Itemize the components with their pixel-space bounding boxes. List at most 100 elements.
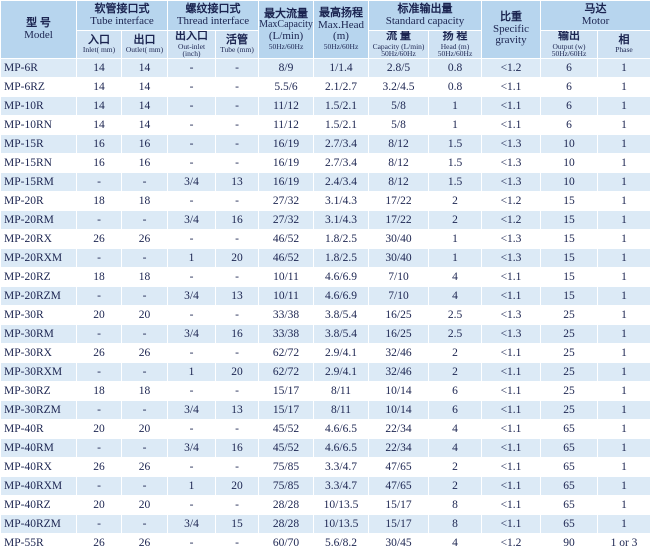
text: 50Hz/60Hz [323, 42, 359, 52]
model-cell: MP-40RZM [0, 514, 77, 535]
table-cell: 10 [540, 172, 598, 193]
table-cell: 17/22 [368, 210, 429, 231]
out-inlet-header: 出入口 Out-inlet (inch) [167, 29, 216, 60]
table-cell: 18 [76, 191, 122, 212]
text: Phase [615, 45, 633, 55]
table-cell: 26 [121, 457, 168, 478]
table-row: MP-6RZ 14 14- -5.5/6 2.1/2.7 3.2/4.5 0.8 <1.1 6 1 [0, 77, 650, 98]
table-cell: 1.5/2.1 [313, 115, 369, 136]
table-cell: 16/19 [258, 172, 314, 193]
table-cell: 16 [121, 134, 168, 155]
table-header: 型 号 Model 软管接口式 Tube interface 螺纹接口式 Thread… [0, 0, 650, 60]
table-cell: 2 [428, 191, 482, 212]
table-cell: 4.6/6.5 [313, 438, 369, 459]
table-cell: <1.1 [481, 115, 541, 136]
motor-header: 马达 Motor [540, 0, 650, 31]
table-cell: <1.3 [481, 324, 541, 345]
table-row: MP-40RX 26 26- -75/85 3.3/4.7 47/65 2 <1.1 65 1 [0, 457, 650, 478]
table-cell: - [215, 381, 259, 402]
table-cell: 1 [428, 115, 482, 136]
table-cell: 2.9/4.1 [313, 343, 369, 364]
table-cell: - [121, 400, 168, 421]
table-cell: 8/11 [313, 400, 369, 421]
table-cell: 18 [121, 381, 168, 402]
table-cell: - [215, 134, 259, 155]
table-cell: 3/4 [167, 210, 216, 231]
table-cell: 28/28 [258, 495, 314, 516]
table-cell: - [121, 362, 168, 383]
table-cell: - [76, 438, 122, 459]
table-cell: 16 [121, 153, 168, 174]
model-cell: MP-15RM [0, 172, 77, 193]
table-cell: - [215, 191, 259, 212]
table-cell: - [76, 324, 122, 345]
table-row: MP-40RZ 20 20- -28/28 10/13.5 15/17 8 <1.1 65 1 [0, 495, 650, 516]
table-cell: 8 [428, 514, 482, 535]
text: 相 [618, 33, 630, 46]
table-cell: 2.9/4.1 [313, 362, 369, 383]
table-cell: <1.1 [481, 457, 541, 478]
table-cell: 4.6/6.9 [313, 286, 369, 307]
table-row: MP-20RX 26 26- -46/52 1.8/2.5 30/40 1 <1.3 15 1 [0, 229, 650, 250]
table-cell: 75/85 [258, 476, 314, 497]
model-cell: MP-20RXM [0, 248, 77, 269]
table-cell: 3/4 [167, 172, 216, 193]
table-cell: - [215, 457, 259, 478]
table-cell: 32/46 [368, 343, 429, 364]
table-cell: 1 [597, 134, 650, 155]
table-cell: 62/72 [258, 343, 314, 364]
table-cell: 22/34 [368, 438, 429, 459]
table-cell: 3.2/4.5 [368, 77, 429, 98]
table-row: MP-15RN 16 16- -16/19 2.7/3.4 8/12 1.5 <1.3 10 1 [0, 153, 650, 174]
model-cell: MP-10RN [0, 115, 77, 136]
table-cell: 1 [597, 153, 650, 174]
table-cell: 17/22 [368, 191, 429, 212]
table-cell: 16 [215, 324, 259, 345]
table-cell: - [215, 533, 259, 554]
text: 软管接口式 [94, 2, 150, 15]
table-row: MP-20R 18 18- -27/32 3.1/4.3 17/22 2 <1.2 15 1 [0, 191, 650, 212]
table-cell: 6 [540, 96, 598, 117]
model-cell: MP-20R [0, 191, 77, 212]
table-cell: <1.1 [481, 476, 541, 497]
table-cell: 4.6/6.5 [313, 419, 369, 440]
text: (L/min) [268, 29, 304, 42]
table-cell: 18 [121, 191, 168, 212]
table-cell: - [76, 210, 122, 231]
table-cell: - [215, 77, 259, 98]
table-cell: 1 [597, 248, 650, 269]
table-cell: - [76, 248, 122, 269]
table-cell: - [167, 134, 216, 155]
table-cell: 3/4 [167, 514, 216, 535]
table-cell: 20 [215, 362, 259, 383]
table-cell: - [121, 476, 168, 497]
table-cell: 14 [121, 96, 168, 117]
table-cell: 16/25 [368, 305, 429, 326]
table-cell: 0.8 [428, 77, 482, 98]
table-cell: 65 [540, 514, 598, 535]
text: gravity [495, 34, 527, 47]
table-cell: <1.2 [481, 533, 541, 554]
table-cell: - [167, 533, 216, 554]
table-cell: 2 [428, 457, 482, 478]
table-cell: 15 [540, 229, 598, 250]
head-header: 扬 程 Head (m) 50Hz/60Hz [428, 29, 482, 60]
table-cell: 8 [428, 495, 482, 516]
table-cell: 1 [597, 58, 650, 79]
output-header: 输出 Output (w) 50Hz/60Hz [540, 29, 598, 60]
text: Head (m) [440, 41, 470, 51]
table-cell: - [215, 305, 259, 326]
thread-header: 螺纹接口式 Thread interface [167, 0, 259, 31]
text: 马达 [584, 2, 607, 15]
table-cell: 30/40 [368, 248, 429, 269]
table-row: MP-20RZM - -3/4 13 10/11 4.6/6.9 7/10 4 <1.1 15 1 [0, 286, 650, 307]
model-cell: MP-20RZ [0, 267, 77, 288]
table-cell: 8/12 [368, 172, 429, 193]
text: 流 量 [386, 30, 411, 42]
text: 扬 程 [442, 30, 468, 42]
table-cell: 1 [597, 457, 650, 478]
table-cell: 4 [428, 533, 482, 554]
model-header: 型 号 Model [0, 0, 77, 60]
table-cell: 10/14 [368, 400, 429, 421]
table-cell: <1.1 [481, 343, 541, 364]
